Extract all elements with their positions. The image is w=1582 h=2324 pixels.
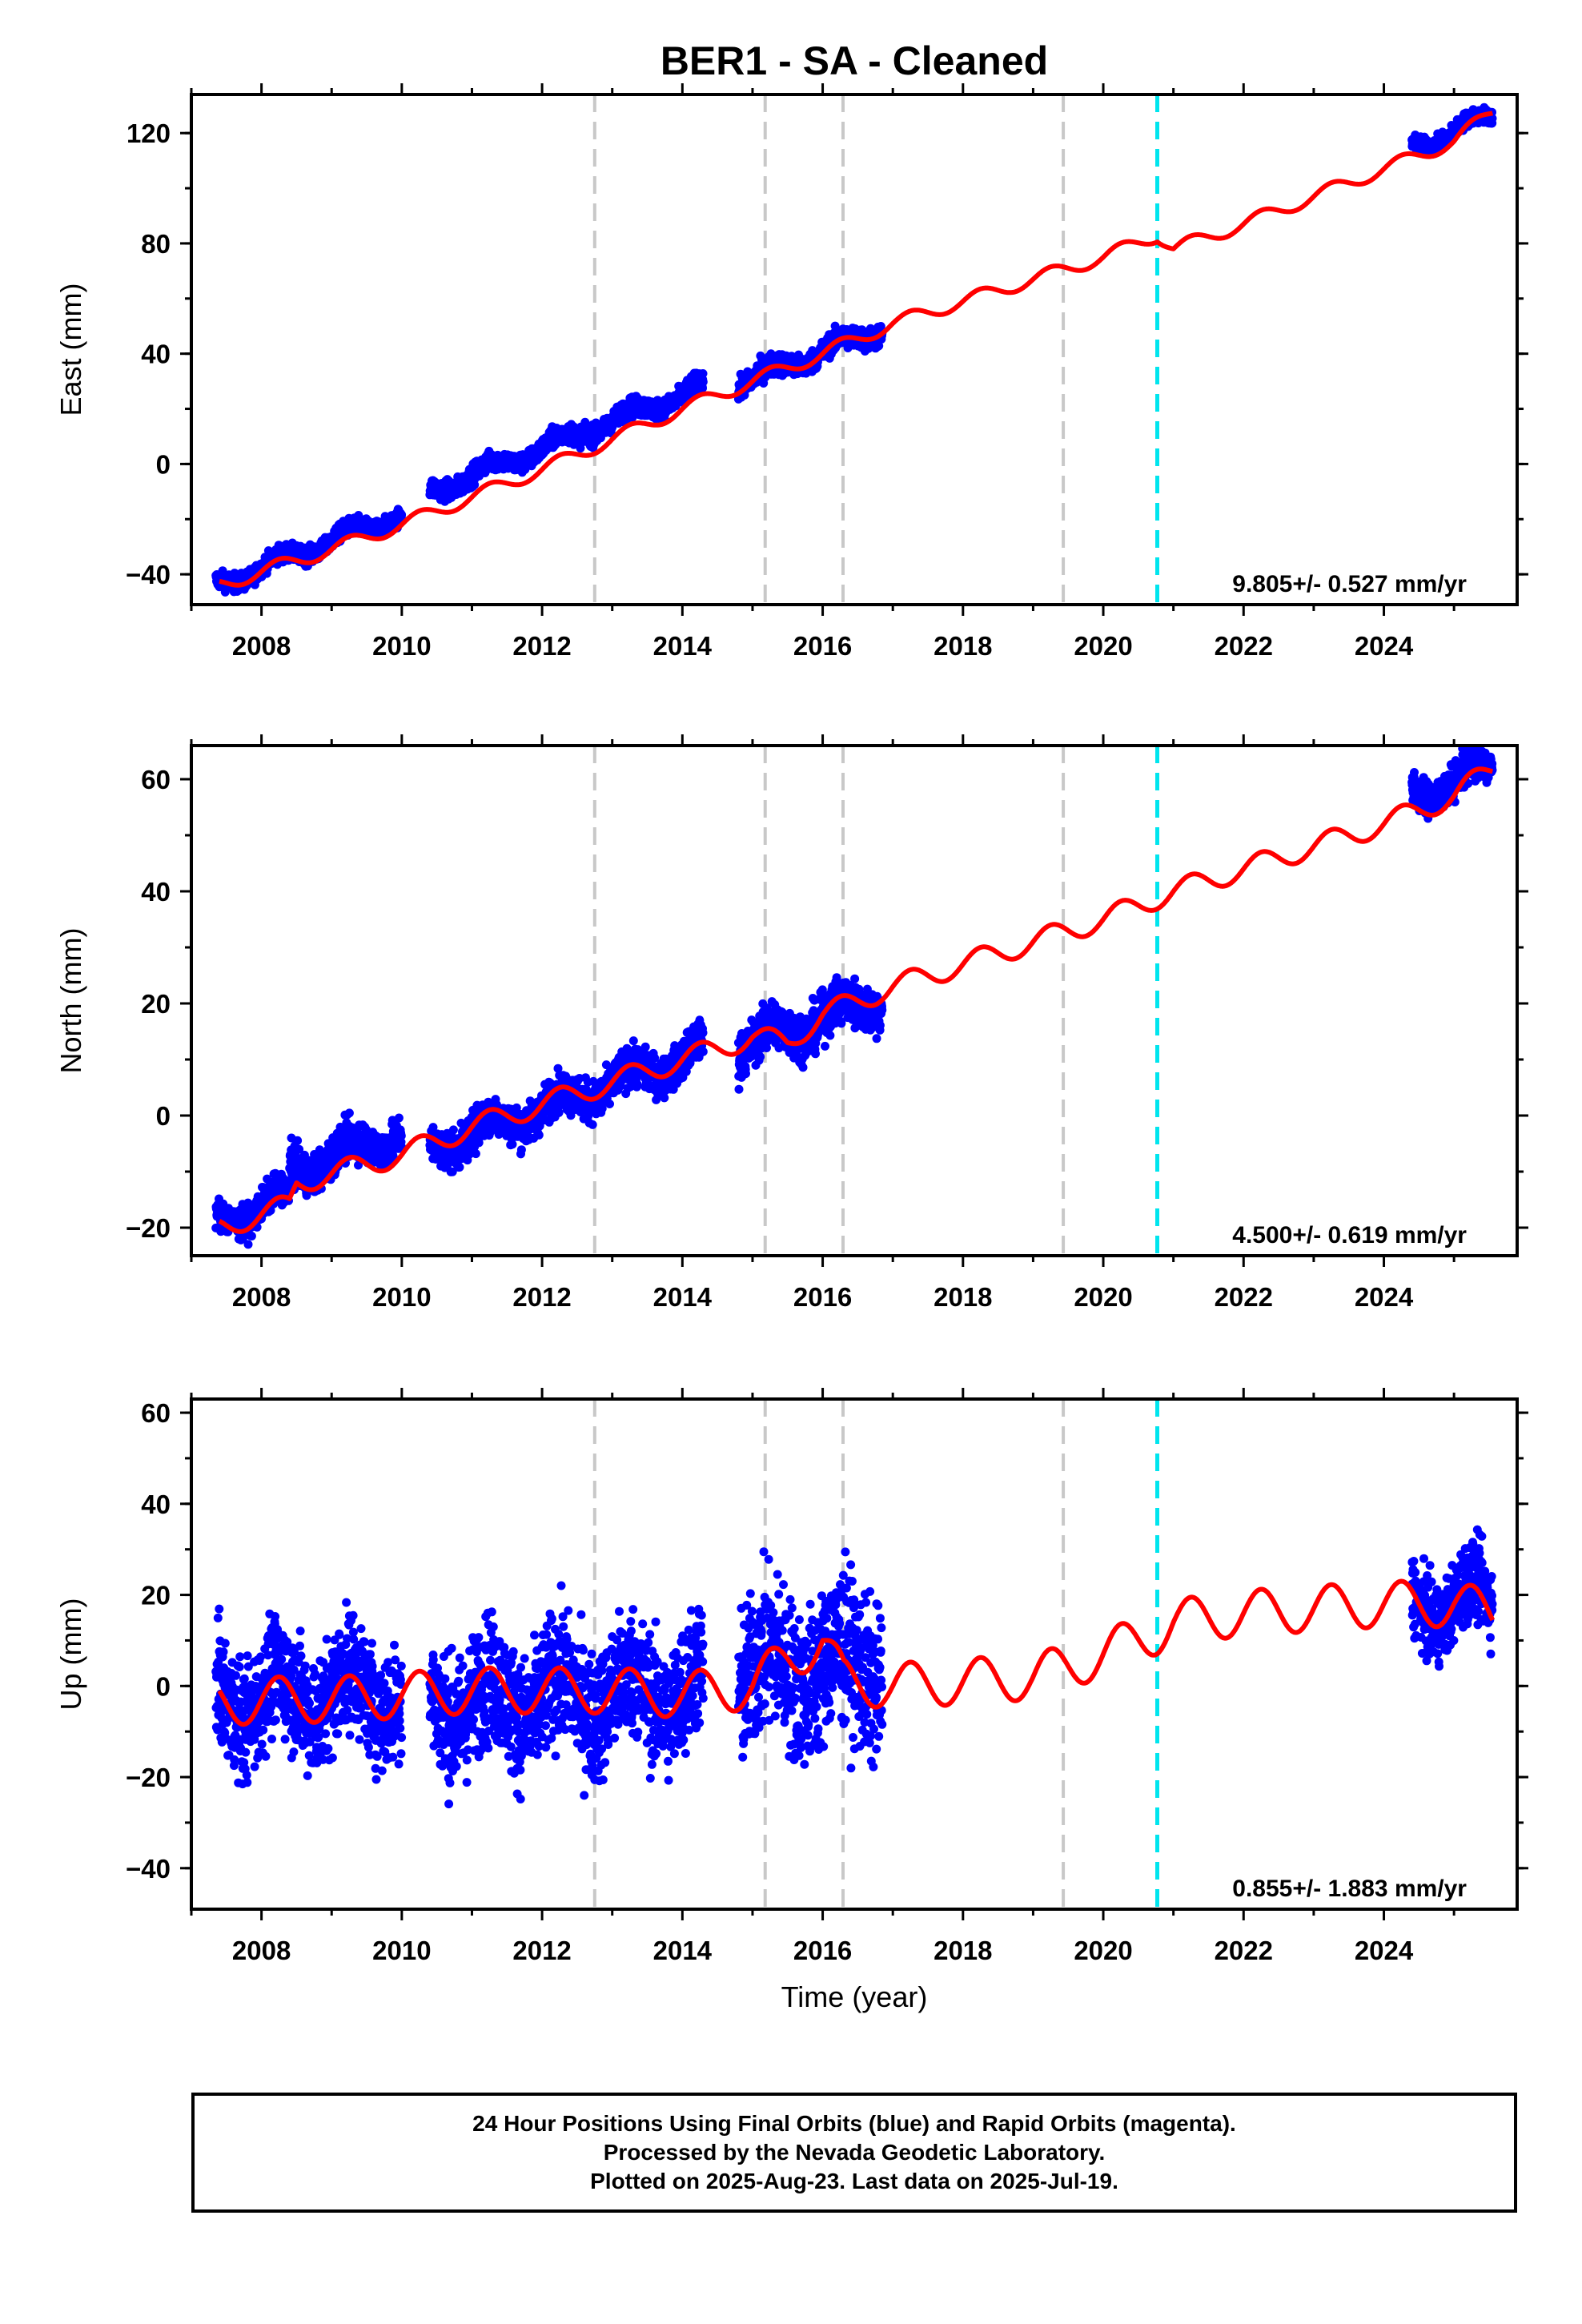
data-point	[247, 1232, 256, 1240]
plot-area	[211, 746, 1497, 1256]
data-point	[516, 1145, 526, 1155]
x-tick-label: 2020	[1074, 631, 1132, 661]
x-tick-label: 2012	[512, 631, 571, 661]
data-point	[628, 1036, 638, 1046]
data-point	[344, 1108, 354, 1118]
x-tick-label: 2014	[653, 631, 713, 661]
y-tick-label: 40	[141, 340, 171, 369]
data-point	[698, 369, 708, 378]
y-tick-label: 120	[126, 119, 171, 148]
data-point	[397, 510, 407, 520]
data-point	[455, 1163, 464, 1172]
x-tick-label: 2010	[372, 631, 431, 661]
panel-north: 2008 2010 2012 2014 2016 2018 2020 2022 2024−200…	[54, 734, 1528, 1312]
data-point	[534, 1130, 544, 1140]
data-point	[396, 1131, 406, 1140]
y-tick-label: −40	[126, 560, 171, 589]
x-tick-label: 2016	[793, 631, 852, 661]
x-tick-label: 2024	[1355, 631, 1414, 661]
data-point	[293, 1136, 303, 1145]
y-tick-label: 80	[141, 229, 171, 259]
data-point	[734, 1084, 744, 1094]
data-point	[471, 1149, 480, 1159]
y-tick-label: 0	[156, 449, 171, 479]
data-point	[394, 1113, 404, 1123]
x-tick-label: 2008	[232, 631, 291, 661]
panel-east: 2008 2010 2012 2014 2016 2018 2020 2022 2024 −40 0…	[54, 83, 1528, 661]
data-point	[698, 1028, 708, 1037]
data-points	[211, 746, 1497, 1249]
data-point	[640, 1042, 650, 1051]
chart-title: BER1 - SA - Cleaned	[661, 38, 1048, 83]
data-point	[698, 377, 708, 387]
x-tick-label: 2022	[1215, 631, 1273, 661]
data-point	[588, 1120, 597, 1129]
velocity-label: 9.805+/- 0.527 mm/yr	[1232, 571, 1467, 597]
data-point	[243, 1240, 253, 1249]
data-point	[448, 1125, 458, 1135]
data-point	[632, 1080, 642, 1089]
data-point	[508, 1140, 517, 1149]
data-point	[698, 1047, 708, 1056]
y-axis-label: East (mm)	[54, 283, 87, 416]
plot-area	[211, 94, 1497, 605]
x-tick-label: 2018	[934, 631, 992, 661]
data-point	[605, 1100, 614, 1108]
